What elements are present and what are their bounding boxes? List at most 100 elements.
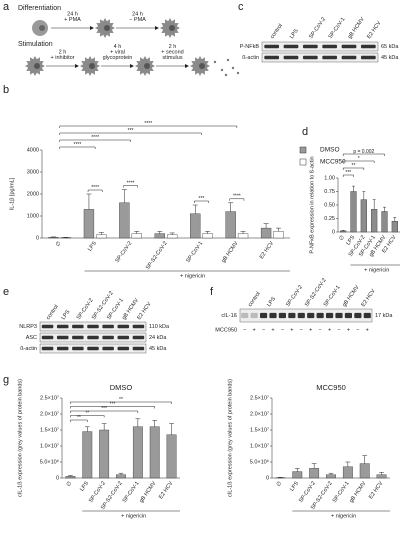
size-label: 110 kDa [149, 324, 170, 330]
bar [292, 471, 303, 479]
significance-label: *** [345, 170, 351, 176]
x-tick-label: SP-CoV-1 [185, 241, 204, 264]
bar [381, 211, 388, 233]
significance-label: ** [119, 397, 123, 403]
x-tick-label: ∅ [338, 234, 347, 242]
x-tick-label: SP-S2-CoV-2 [145, 241, 169, 271]
nucleus [39, 25, 45, 31]
significance-label: ** [77, 415, 81, 421]
lane-label: E2 HCV [360, 288, 377, 308]
band [41, 324, 54, 329]
step-label: 2 h [59, 49, 67, 55]
significance-bracket [59, 125, 238, 128]
x-tick-label: SP-CoV-2 [114, 241, 133, 264]
treatment-sign: + [328, 327, 331, 333]
band [41, 346, 54, 351]
band [269, 312, 277, 319]
band [87, 324, 99, 329]
significance-bracket [342, 167, 365, 170]
y-tick-label: 5.0×10⁶ [250, 458, 269, 465]
band [283, 55, 299, 60]
lane-label: SP-CoV-1 [328, 16, 347, 39]
significance-bracket [59, 139, 131, 142]
bar [237, 233, 249, 239]
arrow-head [90, 26, 94, 30]
band [56, 324, 69, 329]
x-tick-label: LPS [79, 480, 90, 492]
treatment-note: + nigericin [180, 273, 205, 279]
treatment-sign: − [319, 327, 322, 333]
y-tick-label: 0 [56, 475, 59, 481]
treatment-sign: + [309, 327, 312, 333]
significance-bracket [70, 415, 105, 418]
row-label: ß-actin [20, 346, 37, 352]
y-tick-label: 1000 [27, 213, 39, 219]
x-tick-label: E2 HCV [158, 480, 175, 500]
significance-bracket [70, 410, 139, 413]
arrow-head [155, 26, 159, 30]
size-label: 65 kDa [381, 44, 399, 50]
y-axis-title: cIL-1ß expression (grey values of protei… [227, 379, 233, 497]
band [72, 346, 84, 351]
x-tick-label: gB HCMV [349, 480, 368, 504]
treatment-sign: + [290, 327, 293, 333]
y-tick-label: 2.5×10⁷ [40, 394, 59, 401]
significance-label: *** [110, 401, 116, 407]
bar [309, 468, 320, 479]
lane-label: control [270, 23, 284, 40]
arrow-head [185, 64, 189, 68]
band [250, 312, 258, 319]
band [117, 324, 130, 329]
bar [360, 199, 367, 233]
panel-label: d [302, 126, 308, 138]
size-label: 45 kDa [381, 55, 399, 61]
significance-label: *** [128, 128, 134, 134]
band [41, 335, 54, 340]
band [288, 312, 296, 319]
x-tick-label: E2 HCV [368, 480, 385, 500]
significance-bracket [342, 160, 375, 163]
bar [154, 233, 165, 239]
significance-bracket [59, 146, 96, 149]
y-axis-title: P-NFκB expression in relation to ß-actin [309, 156, 315, 253]
y-tick-label: 1.0×10⁷ [250, 442, 269, 449]
cytokine [224, 73, 228, 77]
row-label: P-NFkB [240, 44, 260, 50]
legend-swatch [299, 146, 307, 154]
y-tick-label: 2.0×10⁷ [250, 410, 269, 417]
x-tick-label: LPS [345, 234, 356, 246]
band [302, 44, 318, 49]
blot-frame [239, 308, 373, 323]
bar [350, 191, 357, 233]
x-tick-label: LPS [87, 240, 98, 252]
bar [131, 233, 142, 239]
significance-label: **** [144, 121, 152, 127]
panel-label: g [3, 374, 9, 386]
bar [340, 230, 347, 233]
legend-label: DMSO [320, 147, 340, 154]
step-label: + second [161, 49, 183, 55]
treatment-sign: − [281, 327, 284, 333]
section-title: Stimulation [18, 41, 53, 48]
band [132, 324, 145, 329]
treatment-sign: − [300, 327, 303, 333]
y-tick-label: 2000 [27, 191, 39, 197]
band [264, 55, 280, 60]
band [117, 346, 130, 351]
panel-label: b [3, 84, 9, 96]
bar [116, 474, 126, 479]
chart-title: DMSO [110, 383, 133, 392]
band [354, 312, 362, 319]
significance-bracket [70, 401, 172, 404]
band [316, 312, 324, 319]
significance-label: **** [127, 180, 135, 186]
bar [96, 234, 107, 239]
y-tick-label: 0 [36, 235, 39, 241]
significance-bracket [70, 406, 155, 409]
bar [371, 209, 378, 233]
step-label: 4 h [114, 44, 122, 50]
cytokine [213, 60, 217, 64]
treatment-note: + nigericin [364, 267, 389, 273]
band [132, 335, 145, 340]
